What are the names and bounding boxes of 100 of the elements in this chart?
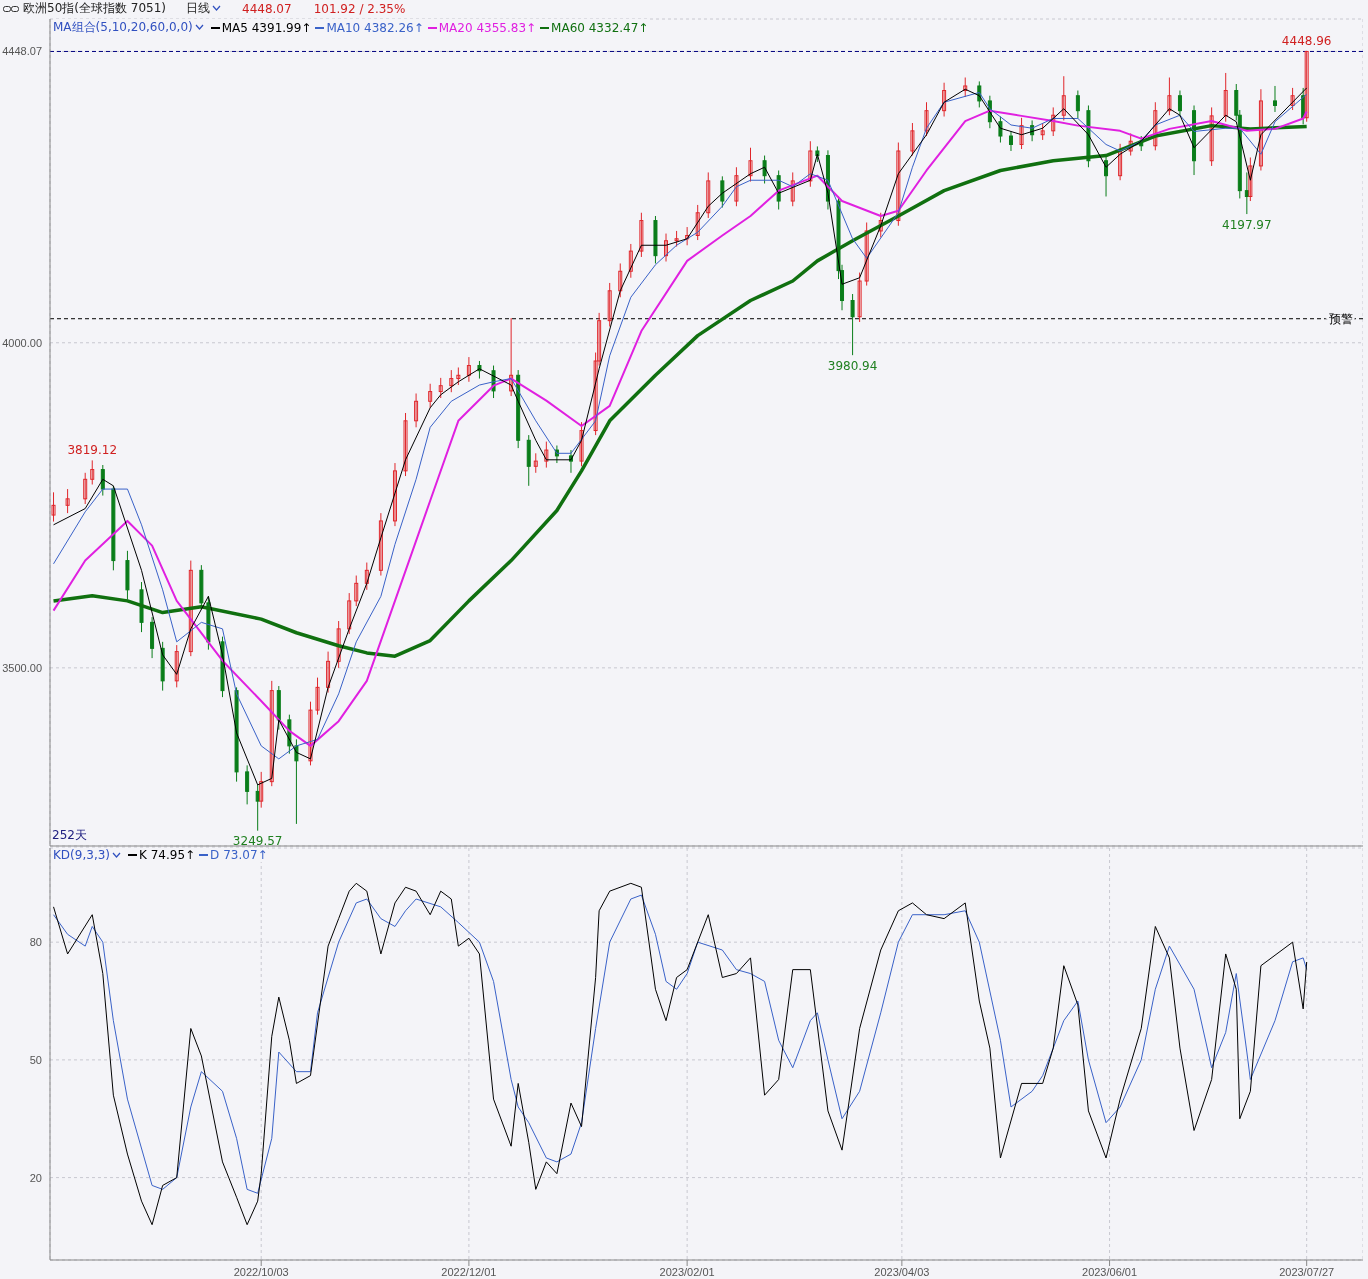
candlestick <box>414 392 419 428</box>
candlestick <box>910 122 915 157</box>
candlestick <box>90 459 95 486</box>
candlestick <box>579 421 584 467</box>
candlestick <box>1075 90 1080 119</box>
candlestick <box>1223 72 1228 123</box>
candlestick <box>790 171 795 207</box>
candlestick <box>942 82 947 118</box>
x-tick-label: 2022/10/03 <box>233 1265 289 1278</box>
candlestick <box>65 488 70 514</box>
candlestick <box>378 512 383 577</box>
x-tick-label: 2022/12/01 <box>441 1265 497 1278</box>
candlestick <box>51 491 56 523</box>
text: 4448.07 <box>242 1 292 16</box>
candlestick <box>720 175 725 209</box>
candlestick <box>533 452 538 474</box>
chart-subtitle: 日线 <box>186 0 210 17</box>
chart-title: 欧洲50指(全球指数 7051) <box>23 0 166 17</box>
candlestick <box>1248 156 1253 202</box>
candlestick <box>509 317 514 397</box>
candlestick <box>336 620 341 669</box>
candlestick <box>1153 101 1158 151</box>
annotation: 4197.97 <box>1222 217 1272 232</box>
y-tick-label: 50 <box>29 1053 42 1066</box>
candlestick <box>618 262 623 298</box>
legend-label: D 73.07↑ <box>210 848 268 862</box>
candlestick <box>1304 50 1309 123</box>
annotation: 3980.94 <box>827 358 878 373</box>
candlestick <box>269 680 274 787</box>
candlestick <box>347 592 352 635</box>
candlestick <box>864 222 869 287</box>
candlestick <box>734 166 739 207</box>
candlestick <box>174 644 179 688</box>
candlestick <box>326 651 331 694</box>
candlestick <box>308 701 313 766</box>
candlestick <box>695 204 700 241</box>
candlestick <box>1061 75 1066 121</box>
candlestick <box>639 212 644 258</box>
candlestick <box>850 293 855 356</box>
annotation: 4448.96 <box>1281 33 1332 48</box>
y-tick-label: 20 <box>29 1171 42 1184</box>
x-tick-label: 2023/04/03 <box>874 1265 930 1278</box>
candlestick <box>1177 90 1182 118</box>
candlestick <box>963 77 968 98</box>
candlestick <box>664 233 669 263</box>
legend-label: MA60 4332.47↑ <box>551 20 649 35</box>
candlestick <box>1118 143 1123 181</box>
candlestick <box>544 441 549 469</box>
legend-title: MA组合(5,10,20,60,0,0) <box>53 19 193 36</box>
candlestick <box>1008 130 1013 152</box>
candlestick <box>857 272 862 323</box>
x-tick-label: 2023/07/27 <box>1279 1265 1335 1278</box>
candlestick <box>428 383 433 409</box>
candlestick <box>438 377 443 399</box>
candlestick <box>1209 106 1214 167</box>
candlestick <box>364 562 369 591</box>
x-tick-label: 2023/06/01 <box>1082 1265 1138 1278</box>
y-tick-label: 4448.07 <box>2 45 42 58</box>
text: 101.92 / 2.35% <box>313 1 406 16</box>
candlestick <box>1273 85 1277 113</box>
x-tick-label: 2023/02/01 <box>659 1265 715 1278</box>
legend-label: MA5 4391.99↑ <box>221 20 312 35</box>
candlestick <box>403 412 408 477</box>
candlestick <box>1167 77 1172 116</box>
candlestick <box>83 472 88 505</box>
y-tick-label: 80 <box>29 936 42 949</box>
candlestick <box>1258 88 1263 171</box>
y-tick-label: 3500.00 <box>2 661 42 674</box>
ref-line-label: 预警 <box>1329 311 1353 326</box>
annotation: 252天 <box>52 827 87 844</box>
candlestick <box>449 369 454 393</box>
candlestick <box>878 212 883 238</box>
candlestick <box>354 575 359 607</box>
legend-label: MA10 4382.26↑ <box>326 20 424 35</box>
candlestick <box>762 155 767 184</box>
candlestick <box>1019 117 1024 150</box>
candlestick <box>896 142 901 227</box>
candlestick <box>748 147 753 183</box>
candlestick <box>259 771 264 809</box>
candlestick <box>188 560 193 657</box>
annotation: 3249.57 <box>232 834 283 849</box>
y-tick-label: 4000.00 <box>2 336 42 349</box>
candlestick <box>998 116 1003 144</box>
candlestick <box>607 282 612 328</box>
candlestick <box>392 462 397 527</box>
candlestick <box>466 356 471 383</box>
candlestick <box>1290 87 1295 111</box>
candlestick <box>294 738 299 825</box>
annotation: 3819.12 <box>67 443 118 458</box>
candlestick <box>1128 132 1133 157</box>
candlestick <box>706 171 711 219</box>
candlestick <box>245 764 250 805</box>
legend-title: KD(9,3,3) <box>53 848 111 862</box>
line-series <box>51 123 1309 658</box>
candlestick <box>315 677 320 716</box>
legend-label: K 74.95↑ <box>139 848 196 862</box>
legend-label: MA20 4355.83↑ <box>438 20 537 35</box>
candlestick <box>628 243 633 279</box>
candlestick <box>808 140 813 188</box>
candlestick <box>1051 106 1056 137</box>
